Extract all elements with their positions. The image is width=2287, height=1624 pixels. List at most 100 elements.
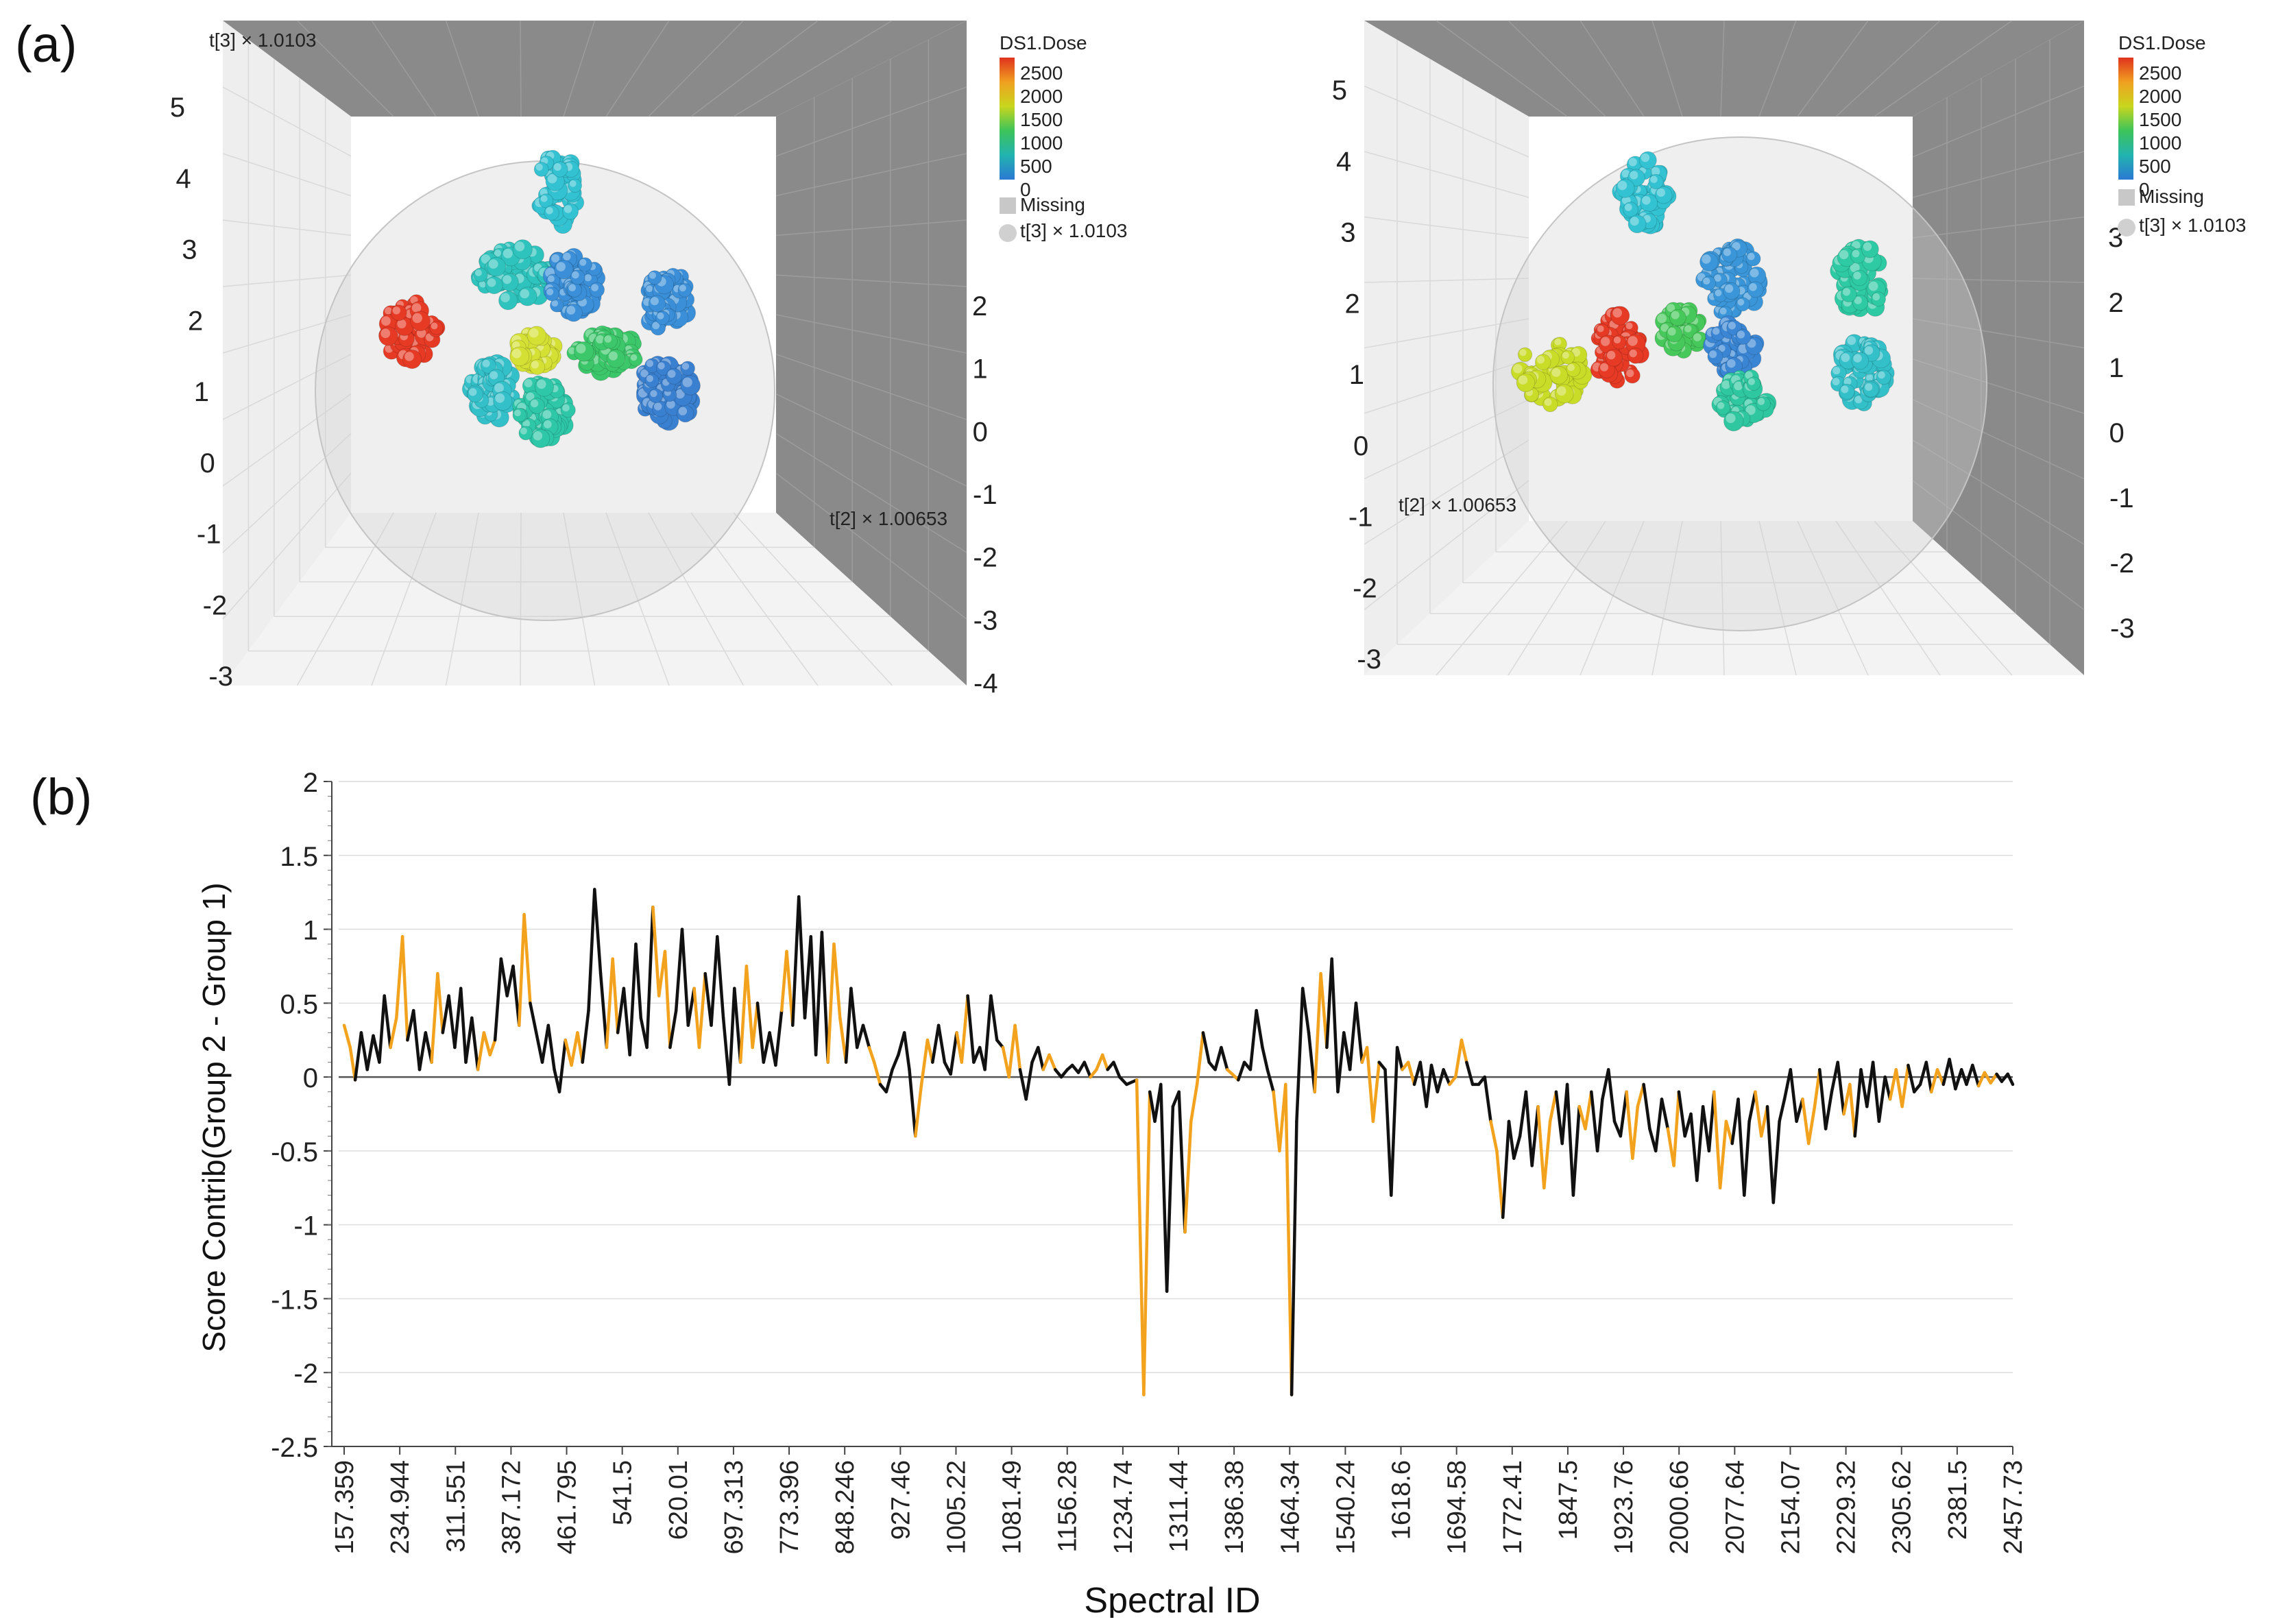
series-segment (1189, 1082, 1199, 1124)
series-segment (389, 1016, 398, 1050)
x-tick-label: 1156.28 (1054, 1460, 1082, 1553)
series-segment (738, 965, 749, 1064)
data-point (1624, 367, 1641, 384)
legend-tick-label: 2000 (1020, 86, 1063, 107)
x-tick-label: 1618.6 (1388, 1460, 1416, 1540)
series-segment (768, 1031, 777, 1067)
legend-missing-label: Missing (2139, 186, 2204, 207)
series-segment (1406, 1061, 1416, 1087)
series-segment (1824, 1090, 1834, 1130)
series-segment (1425, 1063, 1433, 1108)
x-tick-label: 387.172 (497, 1460, 526, 1554)
data-point (1721, 246, 1738, 263)
left-tick-label: -2 (203, 590, 228, 620)
data-point (1851, 269, 1868, 287)
data-point (666, 367, 683, 385)
missing-swatch (2118, 189, 2135, 206)
data-point (561, 203, 579, 220)
y-axis-ticks: 2 1.5 1 0.5 0 -0.5 -1 -1.5 -2 -2.5 (271, 768, 332, 1463)
data-point (402, 349, 422, 369)
series-segment (1342, 1031, 1352, 1071)
legend-tick-label: 1000 (1020, 132, 1063, 154)
data-point (568, 178, 583, 193)
series-segment (1507, 1119, 1516, 1160)
floor (1364, 521, 2084, 675)
series-segment (499, 957, 509, 997)
data-point (655, 360, 671, 376)
missing-swatch (1000, 197, 1016, 214)
series-segment (1695, 1104, 1705, 1183)
series-segment (849, 986, 859, 1050)
data-point (648, 295, 666, 313)
series-segment (1059, 1068, 1069, 1079)
side-axis-label: t[2] × 1.00653 (830, 508, 947, 529)
y-tick-label: -1.5 (271, 1285, 318, 1315)
series-segment (1135, 1078, 1146, 1396)
right-tick-label: 0 (2109, 418, 2125, 448)
panel-a-label: (a) (15, 16, 77, 73)
cluster-dose-1300 (1654, 302, 1708, 359)
x-tick-label: 311.551 (441, 1460, 470, 1553)
y-tick-label: 0.5 (280, 989, 318, 1019)
series-segment (1818, 1068, 1828, 1130)
y-tick-label: -2.5 (271, 1433, 318, 1463)
series-segment (820, 930, 830, 1064)
series-segment (1701, 1104, 1711, 1153)
legend-tick-label: 1000 (2139, 132, 2181, 154)
x-tick-label: 461.795 (553, 1460, 582, 1554)
series-segment (1912, 1082, 1922, 1093)
series-segment (1183, 1119, 1193, 1234)
legend-missing-label: Missing (1020, 194, 1085, 215)
series-segment (651, 905, 661, 997)
legend-title: DS1.Dose (2118, 32, 2206, 53)
legend-tick-label: 500 (2139, 156, 2171, 177)
series-segment (557, 1038, 568, 1093)
series-segment (1195, 1031, 1205, 1087)
series-segment (1295, 986, 1305, 1124)
series-segment (668, 1008, 678, 1050)
left-tick-label: 0 (200, 448, 215, 478)
data-point (480, 358, 496, 374)
left-tick-label: -1 (1348, 502, 1373, 533)
x-tick-label: 234.944 (386, 1460, 415, 1554)
series-segment (1554, 1090, 1564, 1146)
series-segment (616, 986, 626, 1034)
data-point (518, 426, 533, 441)
series-segment (1524, 1090, 1534, 1167)
data-point (1747, 281, 1764, 298)
right-tick-label: -3 (2110, 614, 2135, 644)
data-point (680, 375, 701, 396)
series-segment (721, 1016, 731, 1087)
series-segment (1865, 1061, 1875, 1108)
series-segment (1319, 971, 1329, 1050)
series-segment (809, 935, 818, 1057)
series-segment (1330, 957, 1340, 1093)
series-segment (1536, 1104, 1546, 1190)
right-tick-label: 1 (972, 354, 987, 385)
data-point (1627, 348, 1644, 364)
series-segment (774, 1008, 784, 1067)
legend-title: DS1.Dose (1000, 32, 1087, 53)
right-tick-label: -3 (973, 605, 998, 635)
series-segment (1948, 1057, 1957, 1091)
x-tick-label: 1847.5 (1554, 1460, 1583, 1540)
data-point (509, 346, 530, 367)
series-segment (1806, 1104, 1817, 1146)
series-segment (1100, 1053, 1109, 1071)
series-segment (703, 971, 713, 1027)
series-segment (518, 912, 526, 1027)
series-segment (755, 1002, 766, 1064)
series-segment (395, 935, 404, 1020)
series-segment (1883, 1075, 1892, 1101)
series-segment (1037, 1045, 1045, 1071)
series-segment (1877, 1075, 1887, 1124)
series-segment (342, 1023, 352, 1050)
data-point (1638, 151, 1657, 169)
series-segment (733, 986, 742, 1064)
series-segment (814, 930, 824, 1057)
data-point (1699, 252, 1719, 271)
series-segment (1377, 1061, 1387, 1071)
series-segment (1248, 1008, 1258, 1071)
cluster-dose-800 (1830, 239, 1889, 317)
